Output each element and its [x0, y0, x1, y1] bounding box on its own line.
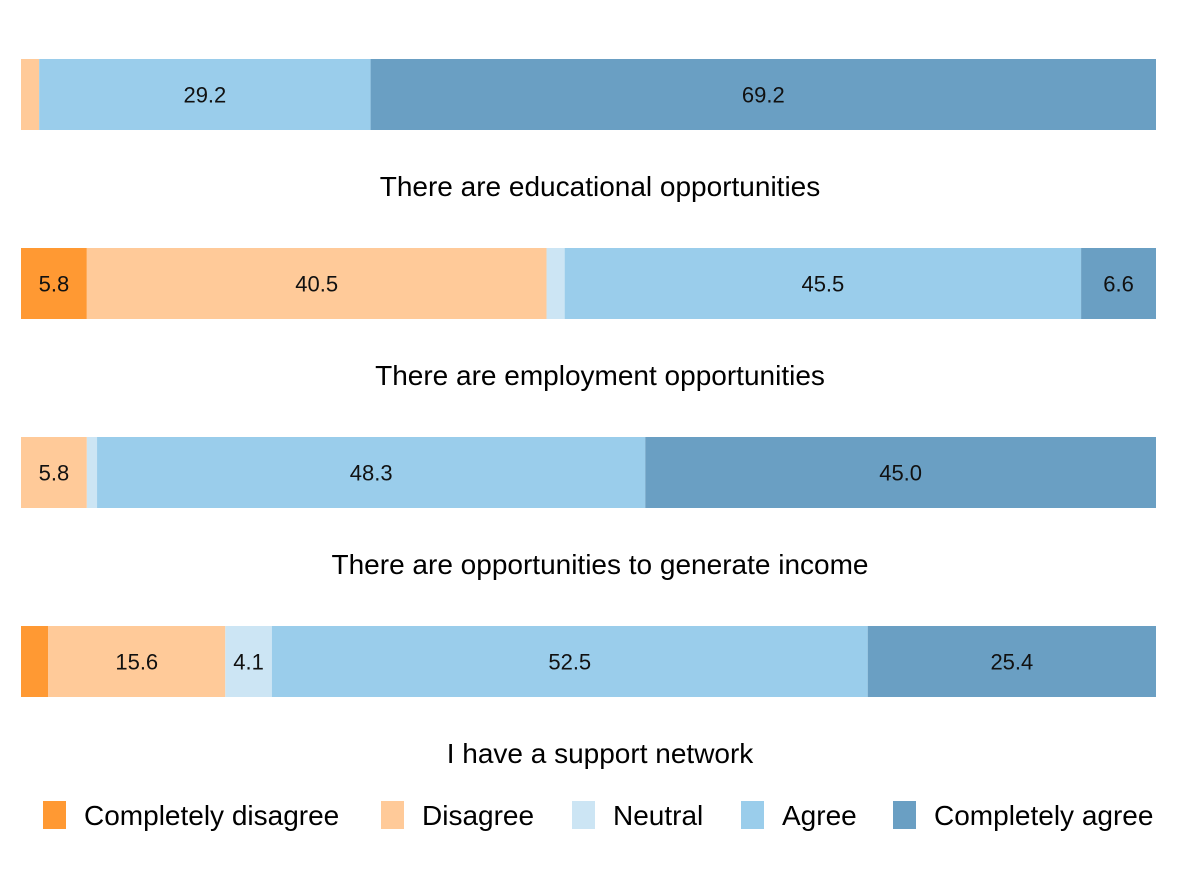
legend: Completely disagree Disagree Neutral Agree C…: [43, 800, 1153, 831]
data-label: 25.4: [990, 650, 1033, 675]
legend-item-completely-disagree: Completely disagree: [43, 800, 339, 831]
bar-group-2: 5.8 40.5 45.5 6.6: [21, 248, 1156, 319]
bar-title: There are employment opportunities: [375, 360, 825, 391]
legend-label: Agree: [782, 800, 857, 831]
legend-swatch-agree: [741, 801, 764, 829]
data-label: 69.2: [742, 83, 785, 108]
legend-item-completely-agree: Completely agree: [893, 800, 1153, 831]
legend-swatch-completely-disagree: [43, 801, 66, 829]
bar-segment-neutral: [86, 437, 98, 508]
bar-segment-disagree: [86, 248, 547, 319]
bar-title: I have a support network: [447, 738, 755, 769]
bar-segment-agree: [271, 626, 868, 697]
bar-segment-disagree: [21, 59, 40, 130]
data-label: 29.2: [183, 83, 226, 108]
data-label: 4.1: [233, 650, 264, 675]
bar-segment-completely-agree: [867, 626, 1156, 697]
bar-segment-completely-disagree: [21, 626, 49, 697]
data-label: 15.6: [115, 650, 158, 675]
legend-swatch-disagree: [381, 801, 404, 829]
data-label: 40.5: [295, 272, 338, 297]
legend-item-neutral: Neutral: [572, 800, 703, 831]
bar-segment-agree: [97, 437, 646, 508]
data-label: 6.6: [1103, 272, 1134, 297]
data-label: 52.5: [548, 650, 591, 675]
legend-label: Neutral: [613, 800, 703, 831]
data-label: 5.8: [39, 461, 70, 486]
bar-group-4: 15.6 4.1 52.5 25.4: [21, 626, 1156, 697]
bar-segment-completely-agree: [1081, 248, 1156, 319]
bar-segment-agree: [39, 59, 371, 130]
bar-segment-neutral: [546, 248, 565, 319]
bar-segment-agree: [564, 248, 1082, 319]
data-label: 45.0: [879, 461, 922, 486]
legend-item-agree: Agree: [741, 800, 857, 831]
legend-label: Disagree: [422, 800, 534, 831]
bar-segment-completely-disagree: [21, 248, 87, 319]
bar-title: There are opportunities to generate inco…: [332, 549, 869, 580]
data-label: 5.8: [39, 272, 70, 297]
bar-group-3: 5.8 48.3 45.0: [21, 437, 1156, 508]
legend-label: Completely agree: [934, 800, 1153, 831]
bar-segment-neutral: [225, 626, 272, 697]
legend-swatch-completely-agree: [893, 801, 916, 829]
bar-segment-completely-agree: [645, 437, 1156, 508]
bar-title: There are educational opportunities: [380, 171, 821, 202]
legend-swatch-neutral: [572, 801, 595, 829]
bar-segment-completely-agree: [370, 59, 1157, 130]
legend-item-disagree: Disagree: [381, 800, 534, 831]
data-label: 48.3: [350, 461, 393, 486]
legend-label: Completely disagree: [84, 800, 339, 831]
bar-segment-disagree: [48, 626, 226, 697]
bar-group-1: 29.2 69.2: [21, 59, 1157, 130]
data-label: 45.5: [801, 272, 844, 297]
bar-segment-disagree: [21, 437, 87, 508]
